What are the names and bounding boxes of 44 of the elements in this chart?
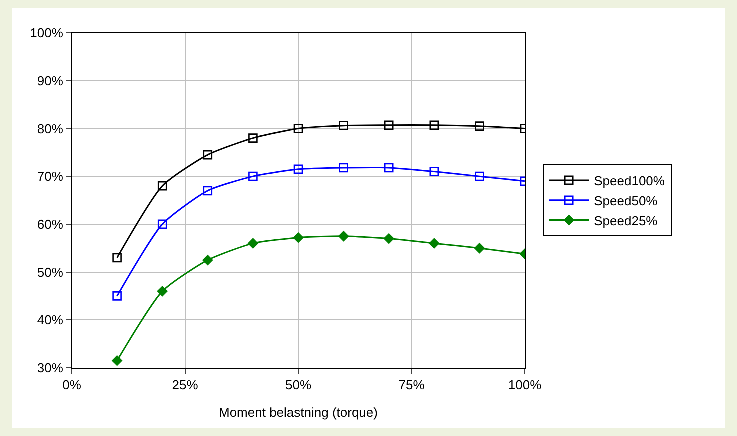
point — [248, 134, 258, 143]
legend-label: Speed50% — [594, 193, 658, 208]
point — [112, 356, 122, 366]
point — [474, 243, 485, 254]
y-tick-label: 50% — [37, 264, 64, 280]
point — [112, 292, 122, 301]
y-tick-label: 70% — [37, 169, 64, 184]
y-tick-label: 80% — [37, 121, 64, 136]
point — [475, 172, 484, 182]
point — [429, 238, 440, 249]
x-tick-label: 25% — [172, 378, 199, 393]
point — [338, 231, 349, 242]
legend-label: Speed100% — [594, 174, 666, 189]
point — [157, 286, 168, 297]
point — [293, 232, 304, 244]
point — [248, 238, 258, 249]
x-tick-label: 50% — [285, 378, 312, 393]
y-tick-label: 30% — [37, 360, 64, 376]
point — [430, 120, 440, 130]
point — [112, 253, 122, 263]
point — [203, 150, 213, 160]
x-axis-title: Moment belastning (torque) — [219, 405, 378, 420]
point — [158, 220, 168, 230]
point — [384, 120, 394, 130]
point — [430, 167, 440, 176]
point — [339, 121, 348, 130]
y-tick-label: 40% — [37, 312, 64, 328]
point — [384, 234, 394, 244]
legend-label: Speed25% — [594, 213, 658, 228]
point — [294, 164, 304, 174]
point — [294, 124, 304, 134]
x-tick-label: 100% — [508, 378, 542, 393]
point — [202, 255, 214, 266]
point — [475, 122, 484, 131]
point — [384, 163, 394, 173]
point — [158, 181, 168, 191]
point — [248, 172, 258, 182]
y-tick-label: 90% — [37, 73, 64, 88]
y-tick-label: 60% — [37, 216, 64, 232]
point — [203, 186, 213, 196]
y-tick-label: 100% — [30, 26, 64, 41]
point — [339, 163, 348, 173]
x-tick-label: 0% — [62, 378, 82, 393]
x-tick-label: 75% — [398, 378, 426, 393]
